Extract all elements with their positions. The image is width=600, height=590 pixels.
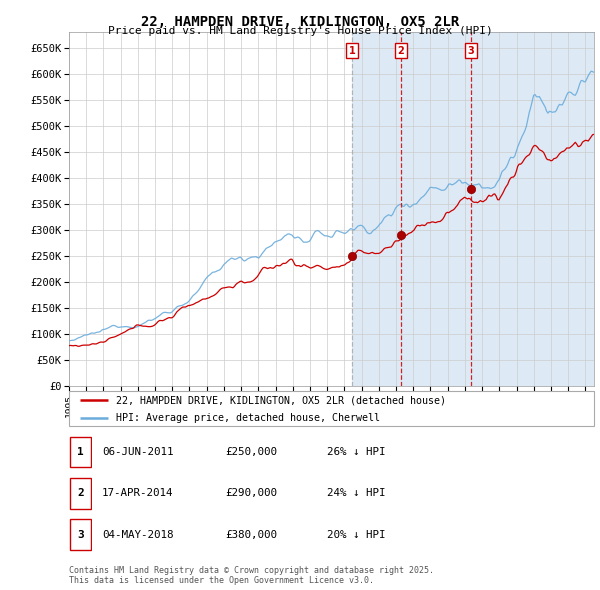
Text: HPI: Average price, detached house, Cherwell: HPI: Average price, detached house, Cher… xyxy=(116,413,380,423)
Bar xyxy=(352,32,594,386)
Text: £290,000: £290,000 xyxy=(225,489,277,498)
Text: 3: 3 xyxy=(467,45,474,55)
FancyBboxPatch shape xyxy=(69,391,594,426)
Text: 17-APR-2014: 17-APR-2014 xyxy=(102,489,173,498)
FancyBboxPatch shape xyxy=(70,478,91,509)
Text: 06-JUN-2011: 06-JUN-2011 xyxy=(102,447,173,457)
Text: 22, HAMPDEN DRIVE, KIDLINGTON, OX5 2LR: 22, HAMPDEN DRIVE, KIDLINGTON, OX5 2LR xyxy=(141,15,459,30)
Text: 24% ↓ HPI: 24% ↓ HPI xyxy=(327,489,386,498)
Text: £380,000: £380,000 xyxy=(225,530,277,539)
Text: 20% ↓ HPI: 20% ↓ HPI xyxy=(327,530,386,539)
Text: 26% ↓ HPI: 26% ↓ HPI xyxy=(327,447,386,457)
Text: 2: 2 xyxy=(77,489,84,498)
Text: £250,000: £250,000 xyxy=(225,447,277,457)
Text: Price paid vs. HM Land Registry's House Price Index (HPI): Price paid vs. HM Land Registry's House … xyxy=(107,26,493,36)
Text: 3: 3 xyxy=(77,530,84,539)
Text: 1: 1 xyxy=(77,447,84,457)
Text: 22, HAMPDEN DRIVE, KIDLINGTON, OX5 2LR (detached house): 22, HAMPDEN DRIVE, KIDLINGTON, OX5 2LR (… xyxy=(116,395,446,405)
Text: 1: 1 xyxy=(349,45,355,55)
FancyBboxPatch shape xyxy=(70,519,91,550)
Text: Contains HM Land Registry data © Crown copyright and database right 2025.
This d: Contains HM Land Registry data © Crown c… xyxy=(69,566,434,585)
Text: 2: 2 xyxy=(398,45,404,55)
FancyBboxPatch shape xyxy=(70,437,91,467)
Text: 04-MAY-2018: 04-MAY-2018 xyxy=(102,530,173,539)
